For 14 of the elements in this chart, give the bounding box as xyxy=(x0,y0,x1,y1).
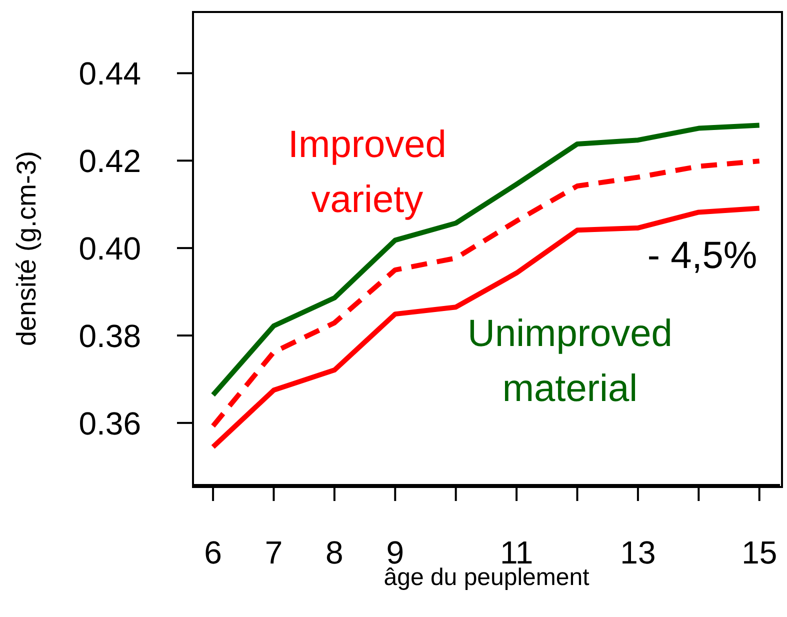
y-tick-label: 0.38 xyxy=(78,318,141,354)
text: Unimproved material xyxy=(466,312,674,412)
y-tick-label: 0.44 xyxy=(78,56,141,92)
y-axis-title: densité (g.cm-3) xyxy=(12,150,42,346)
annotation: - 4,5% xyxy=(646,234,758,278)
x-tick-label: 7 xyxy=(264,534,283,571)
y-tick-label: 0.42 xyxy=(78,142,141,179)
x-tick-label: 13 xyxy=(620,534,656,571)
y-tick-label: 0.36 xyxy=(78,405,141,442)
x-tick-label: 6 xyxy=(204,534,222,571)
x-tick-label: 15 xyxy=(742,534,778,571)
x-tick-label: 8 xyxy=(326,534,344,571)
text: Improved variety xyxy=(287,122,448,223)
y-tick-label: 0.40 xyxy=(78,230,141,266)
